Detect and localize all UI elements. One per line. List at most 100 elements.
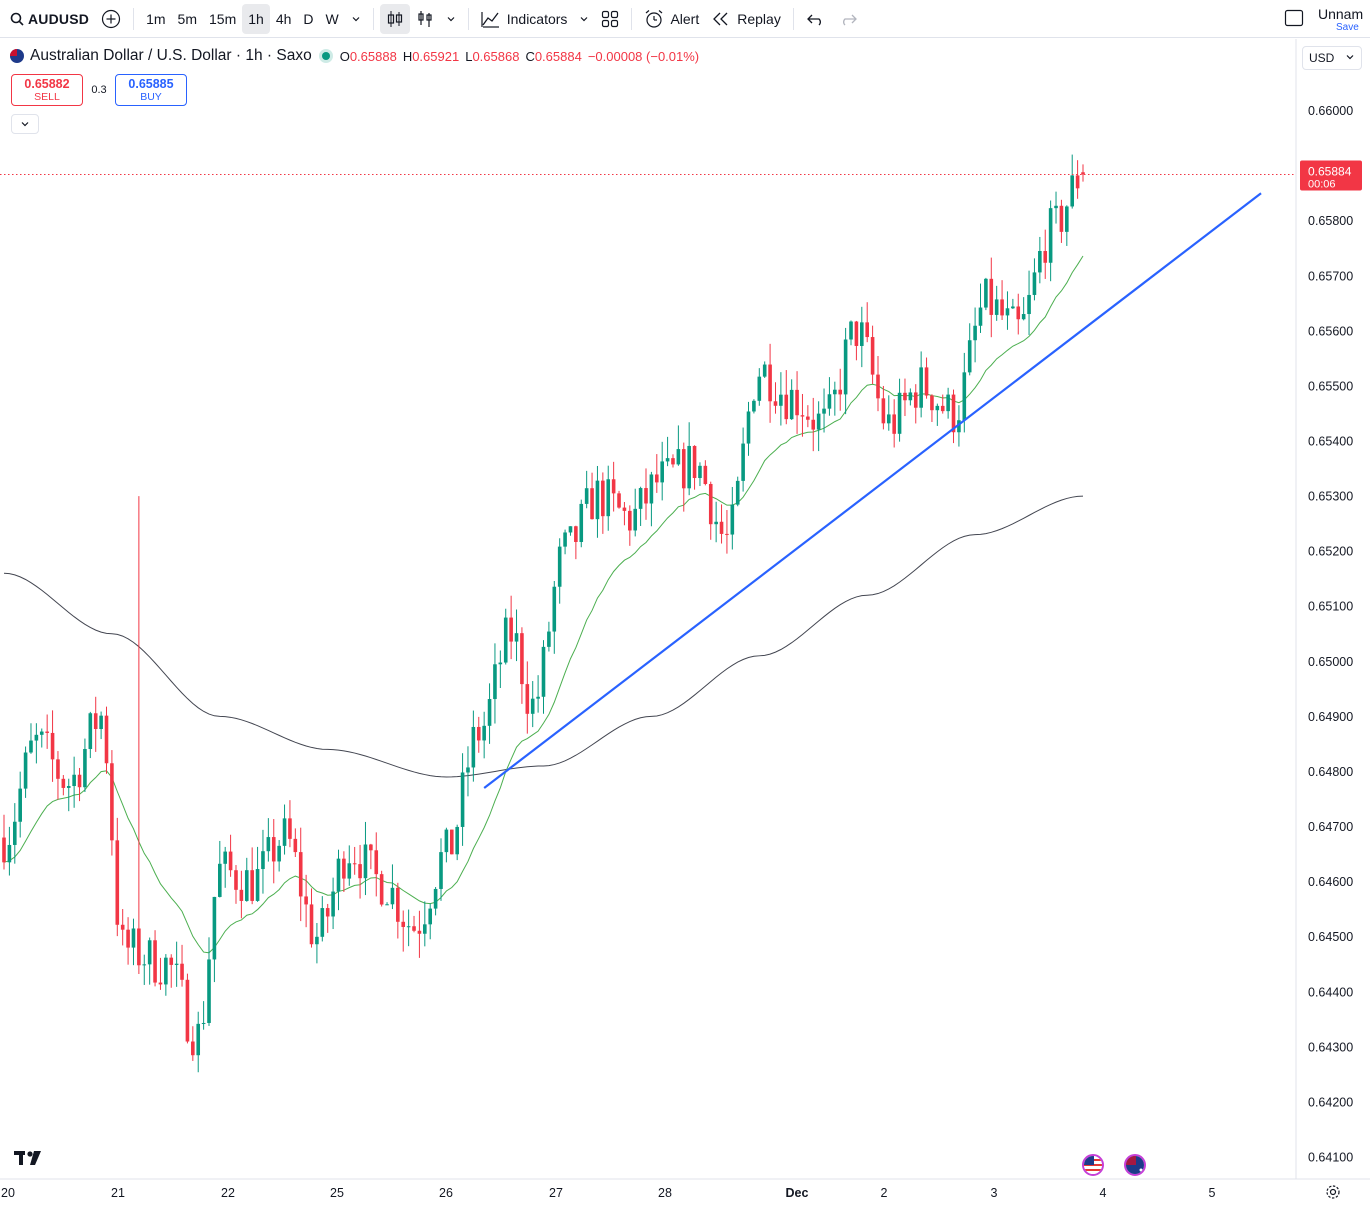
gear-icon[interactable]	[1325, 1184, 1341, 1200]
chart-pane[interactable]: 0.64100 0.64200 0.64300 0.64400 0.64500 0.646…	[0, 39, 1370, 1224]
candle	[449, 829, 454, 855]
chart-type-candles[interactable]	[379, 3, 410, 34]
candle-body	[207, 959, 211, 1023]
candle-body	[18, 788, 22, 822]
plus-circle-icon	[101, 9, 121, 28]
candle-body	[61, 778, 66, 788]
candle	[730, 486, 735, 550]
economic-event-au-icon[interactable]	[1124, 1154, 1146, 1176]
candle	[487, 683, 492, 744]
candle	[525, 661, 530, 734]
candle-body	[277, 845, 281, 862]
y-tick-label: 0.65800	[1308, 214, 1353, 228]
high-label: H	[402, 48, 413, 64]
candle	[331, 877, 335, 930]
candle-body	[768, 364, 772, 402]
candle-body	[989, 278, 994, 315]
price-chart[interactable]: 0.64100 0.64200 0.64300 0.64400 0.64500 0.646…	[0, 39, 1370, 1224]
top-toolbar: AUDUSD 1m 5m 15m 1h 4h D W	[0, 0, 1370, 38]
candle	[234, 865, 238, 904]
candle-body	[239, 889, 244, 901]
candle-body	[1075, 175, 1080, 189]
sell-button[interactable]: 0.65882 SELL	[11, 74, 83, 106]
interval-d[interactable]: D	[303, 10, 314, 27]
buy-button[interactable]: 0.65885 BUY	[115, 74, 187, 106]
candle-body	[423, 924, 427, 934]
search-icon	[10, 12, 24, 26]
bar-style-button[interactable]	[410, 4, 440, 34]
candle-body	[196, 1023, 201, 1056]
candle-body	[201, 1022, 206, 1024]
chart-type-dropdown[interactable]	[440, 4, 462, 34]
y-tick-label: 0.64200	[1308, 1095, 1353, 1109]
candle	[838, 368, 843, 411]
y-tick-label: 0.66000	[1308, 104, 1353, 118]
symbol-search[interactable]: AUDUSD	[0, 4, 95, 34]
candle	[865, 302, 869, 343]
candle	[158, 957, 163, 990]
interval-1m[interactable]: 1m	[146, 10, 166, 27]
candle	[147, 937, 152, 985]
candle	[439, 838, 443, 901]
interval-15m[interactable]: 15m	[209, 10, 237, 27]
candle	[1043, 229, 1048, 279]
layout-save[interactable]: Unnam Save	[1284, 4, 1370, 34]
candle-body	[336, 858, 341, 892]
low-label: L	[465, 48, 473, 64]
currency-select[interactable]: USD	[1302, 46, 1362, 70]
candle	[681, 442, 686, 512]
candle-body	[795, 389, 799, 416]
y-tick-label: 0.65600	[1308, 324, 1353, 338]
candle-body	[39, 731, 44, 735]
economic-event-us-icon[interactable]	[1082, 1154, 1104, 1176]
candle	[638, 486, 643, 526]
indicators-dropdown[interactable]	[573, 4, 595, 34]
undo-button[interactable]	[800, 4, 832, 34]
candle	[930, 394, 934, 423]
candle	[579, 499, 584, 548]
candle	[493, 643, 497, 724]
interval-4h[interactable]: 4h	[275, 10, 292, 27]
candle-body	[752, 400, 756, 412]
candle	[131, 918, 136, 966]
replay-button[interactable]: Replay	[705, 4, 787, 34]
candle	[12, 803, 17, 864]
candle-body	[131, 928, 136, 948]
y-tick-label: 0.65400	[1308, 435, 1353, 449]
candle-body	[838, 389, 843, 395]
candle	[282, 804, 287, 855]
interval-5m[interactable]: 5m	[177, 10, 197, 27]
candle	[104, 706, 109, 774]
candle	[358, 844, 362, 899]
interval-w[interactable]: W	[325, 10, 339, 27]
x-tick-label: 4	[1100, 1186, 1107, 1200]
candle-body	[439, 852, 443, 889]
compare-button[interactable]	[95, 4, 127, 34]
x-tick-label: 22	[221, 1186, 235, 1200]
candle	[509, 595, 513, 660]
candle	[654, 454, 659, 493]
candle	[72, 756, 76, 808]
alert-button[interactable]: Alert	[638, 4, 705, 34]
candle-body	[946, 394, 950, 412]
candle-body	[1016, 306, 1021, 320]
candle-body	[633, 508, 638, 531]
interval-dropdown[interactable]	[345, 4, 367, 34]
candle-body	[374, 850, 379, 875]
redo-button[interactable]	[832, 4, 864, 34]
indicators-button[interactable]: Indicators	[475, 4, 574, 34]
candle-body	[218, 863, 222, 897]
x-tick-label: 21	[111, 1186, 125, 1200]
open-label: O	[339, 48, 350, 64]
candle	[908, 388, 913, 406]
candle	[503, 608, 508, 665]
candle-body	[93, 713, 98, 730]
candle	[779, 372, 783, 426]
layouts-button[interactable]	[595, 4, 625, 34]
legend-collapse-button[interactable]	[11, 114, 39, 134]
toolbar-divider	[133, 7, 135, 30]
interval-1h[interactable]: 1h	[242, 3, 270, 34]
candle-body	[282, 818, 287, 846]
candle	[266, 818, 271, 862]
candle-body	[428, 908, 433, 925]
